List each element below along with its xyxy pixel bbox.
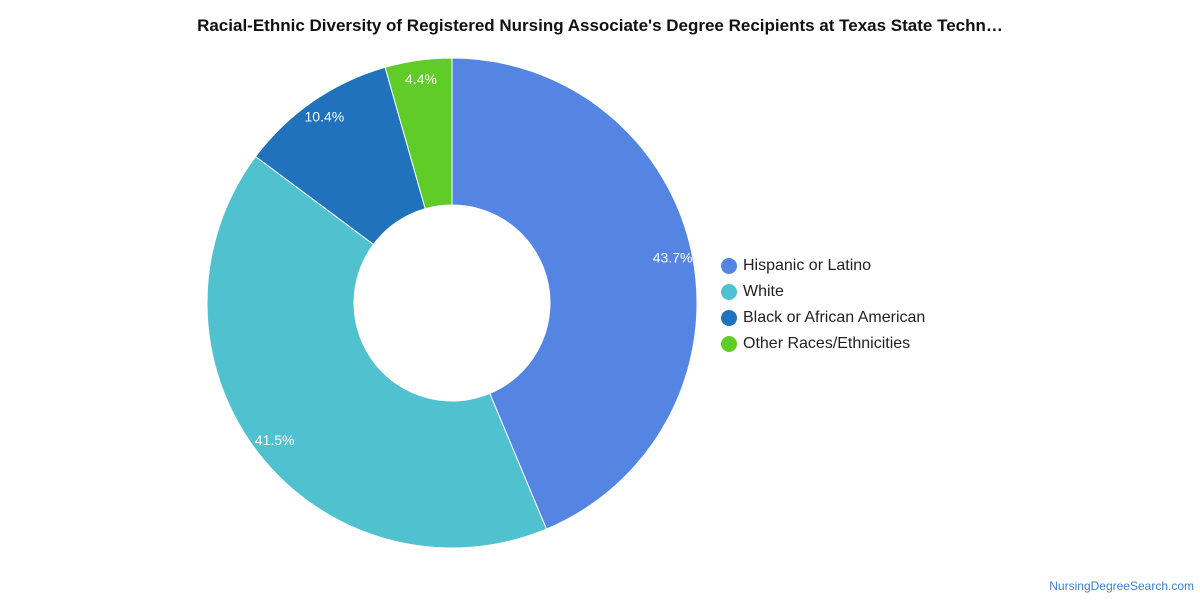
legend-swatch-black-or-african-american xyxy=(721,310,737,326)
slice-white[interactable] xyxy=(206,155,548,549)
chart-title: Racial-Ethnic Diversity of Registered Nu… xyxy=(197,16,1003,35)
source-link[interactable]: NursingDegreeSearch.com xyxy=(1049,579,1194,593)
legend-item-hispanic-or-latino[interactable]: Hispanic or Latino xyxy=(721,253,925,279)
legend-item-black-or-african-american[interactable]: Black or African American xyxy=(721,305,925,331)
slice-black-or-african-american[interactable] xyxy=(254,66,426,246)
slice-label-other-races-ethnicities: 4.4% xyxy=(405,71,437,87)
slice-label-hispanic-or-latino: 43.7% xyxy=(653,249,693,265)
legend-item-white[interactable]: White xyxy=(721,279,925,305)
slice-hispanic-or-latino[interactable] xyxy=(451,57,698,530)
slice-other-races-ethnicities[interactable] xyxy=(384,57,453,210)
legend-label-white: White xyxy=(743,283,784,300)
legend-swatch-other-races-ethnicities xyxy=(721,336,737,352)
legend-swatch-white xyxy=(721,284,737,300)
slice-label-black-or-african-american: 10.4% xyxy=(305,108,345,124)
legend: Hispanic or Latino White Black or Africa… xyxy=(721,253,925,357)
legend-item-other-races-ethnicities[interactable]: Other Races/Ethnicities xyxy=(721,331,925,357)
legend-label-other-races-ethnicities: Other Races/Ethnicities xyxy=(743,335,911,352)
legend-swatch-hispanic-or-latino xyxy=(721,258,737,274)
legend-label-black-or-african-american: Black or African American xyxy=(743,309,926,326)
legend-label-hispanic-or-latino: Hispanic or Latino xyxy=(743,257,872,274)
slice-label-white: 41.5% xyxy=(255,432,295,448)
